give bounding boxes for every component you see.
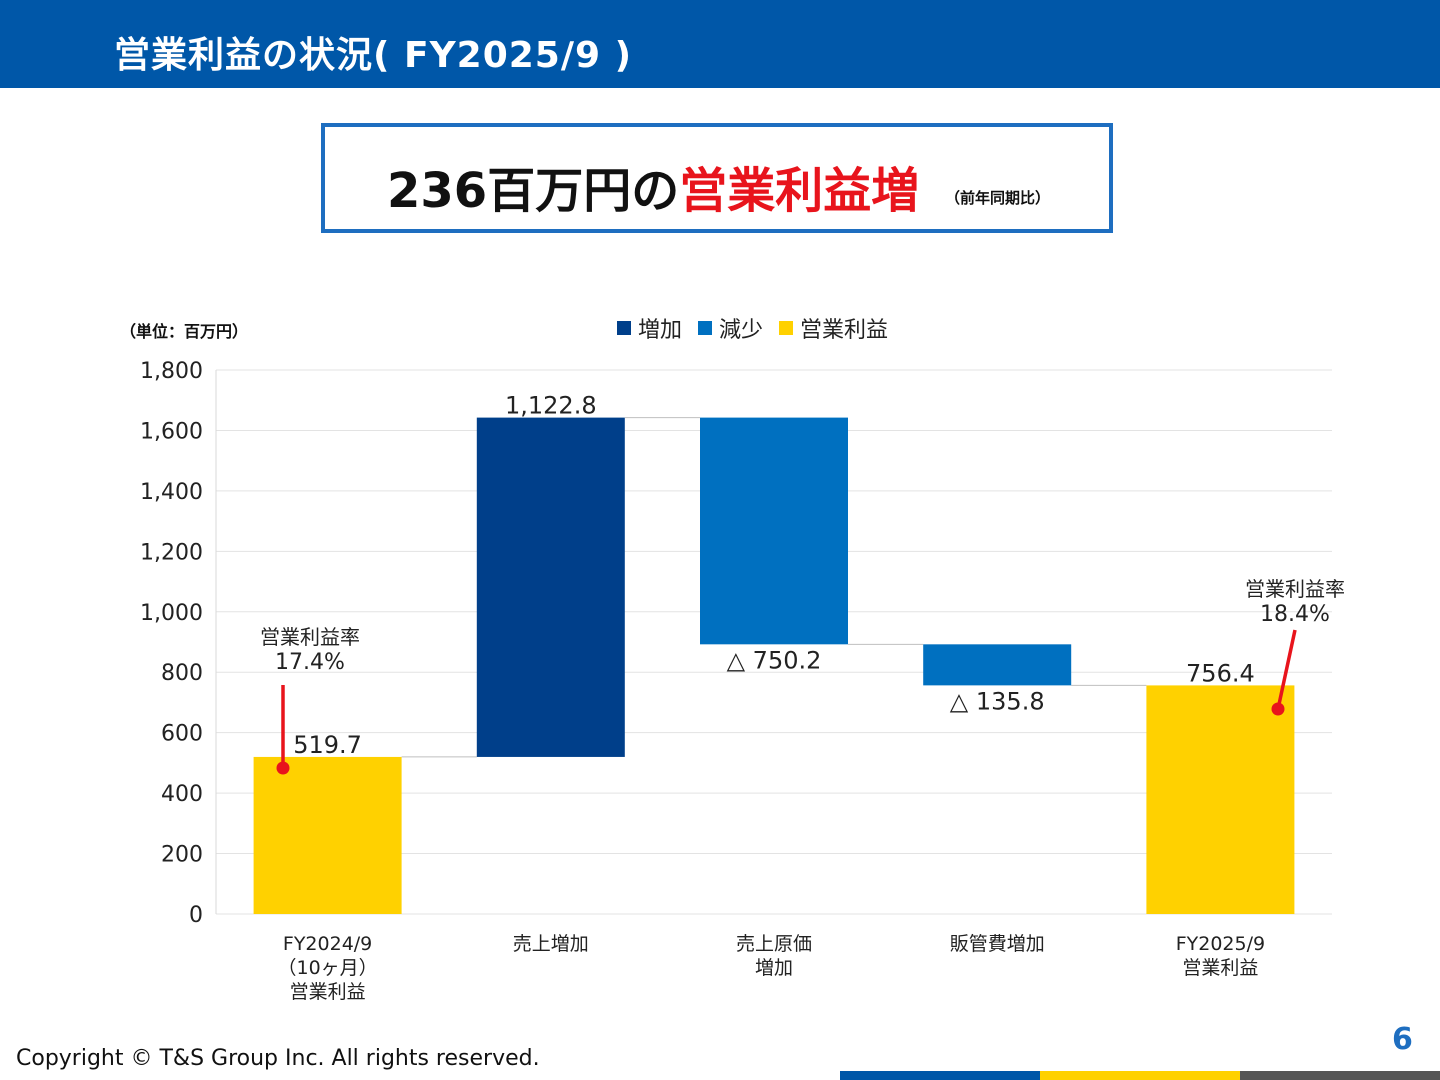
y-tick-label: 600 xyxy=(161,722,203,747)
legend-swatch-decrease xyxy=(698,321,713,335)
bar-decrease xyxy=(700,417,848,645)
data-label: 756.4 xyxy=(1186,659,1255,687)
data-label: △ 750.2 xyxy=(727,646,822,674)
x-category-label: 売上原価 xyxy=(736,933,812,955)
copyright-text: Copyright © T&S Group Inc. All rights re… xyxy=(16,1046,540,1071)
bar-total xyxy=(253,756,402,914)
headline-main-text: 236百万円の xyxy=(387,163,680,219)
annotation-value: 18.4% xyxy=(1260,602,1330,627)
legend-item-operating-profit: 営業利益 xyxy=(779,312,888,344)
headline-text: 236百万円の営業利益増 xyxy=(387,151,919,221)
x-category-label: FY2025/9 xyxy=(1176,933,1265,955)
y-tick-label: 1,800 xyxy=(140,359,203,384)
legend-item-increase: 増加 xyxy=(617,312,682,344)
y-tick-label: 800 xyxy=(161,661,203,686)
y-tick-label: 1,000 xyxy=(140,601,203,626)
x-category-label: （10ヶ月） xyxy=(278,957,378,979)
bar-increase xyxy=(476,417,625,757)
headline-highlight: 営業利益増 xyxy=(679,163,920,219)
y-tick-label: 400 xyxy=(161,782,203,807)
x-category-label: 増加 xyxy=(755,957,793,979)
x-category-label: 売上増加 xyxy=(513,933,589,955)
annotation-label: 営業利益率 xyxy=(1245,577,1345,601)
y-tick-label: 200 xyxy=(161,843,203,868)
legend-label-increase: 増加 xyxy=(638,318,683,343)
footer-bar-yellow xyxy=(1040,1071,1240,1080)
chart-legend: 増加 減少 営業利益 xyxy=(617,312,904,344)
annotation-dot xyxy=(1271,702,1285,716)
bar-decrease xyxy=(923,644,1072,686)
data-label: △ 135.8 xyxy=(950,687,1045,715)
page-number: 6 xyxy=(1392,1022,1413,1057)
data-label: 1,122.8 xyxy=(505,392,597,420)
legend-label-decrease: 減少 xyxy=(719,318,764,343)
legend-swatch-operating-profit xyxy=(779,321,794,335)
y-tick-label: 1,200 xyxy=(140,540,203,565)
page-title: 営業利益の状況( FY2025/9 ) xyxy=(114,35,633,76)
annotation-dot xyxy=(276,761,290,775)
data-label: 519.7 xyxy=(293,731,362,759)
x-category-label: FY2024/9 xyxy=(283,933,372,955)
footer-bar-gray xyxy=(1240,1071,1440,1080)
y-tick-label: 0 xyxy=(189,903,203,928)
annotation-value: 17.4% xyxy=(275,650,345,675)
annotation-label: 営業利益率 xyxy=(260,625,360,649)
legend-label-operating-profit: 営業利益 xyxy=(800,318,889,343)
x-category-label: 営業利益 xyxy=(1182,957,1258,979)
headline-box: 236百万円の営業利益増 （前年同期比） xyxy=(321,123,1113,233)
x-category-label: 販管費増加 xyxy=(950,933,1045,955)
y-tick-label: 1,400 xyxy=(140,480,203,505)
x-category-label: 営業利益 xyxy=(290,981,366,1003)
annotation-pointer xyxy=(1276,629,1297,710)
unit-label: （単位：百万円） xyxy=(120,322,249,341)
y-tick-label: 1,600 xyxy=(140,419,203,444)
footer-bar-blue xyxy=(840,1071,1040,1080)
header-bar: 営業利益の状況( FY2025/9 ) xyxy=(0,0,1440,88)
bar-total xyxy=(1146,685,1295,914)
legend-item-decrease: 減少 xyxy=(698,312,763,344)
legend-swatch-increase xyxy=(617,321,631,335)
headline-note: （前年同期比） xyxy=(945,189,1051,207)
